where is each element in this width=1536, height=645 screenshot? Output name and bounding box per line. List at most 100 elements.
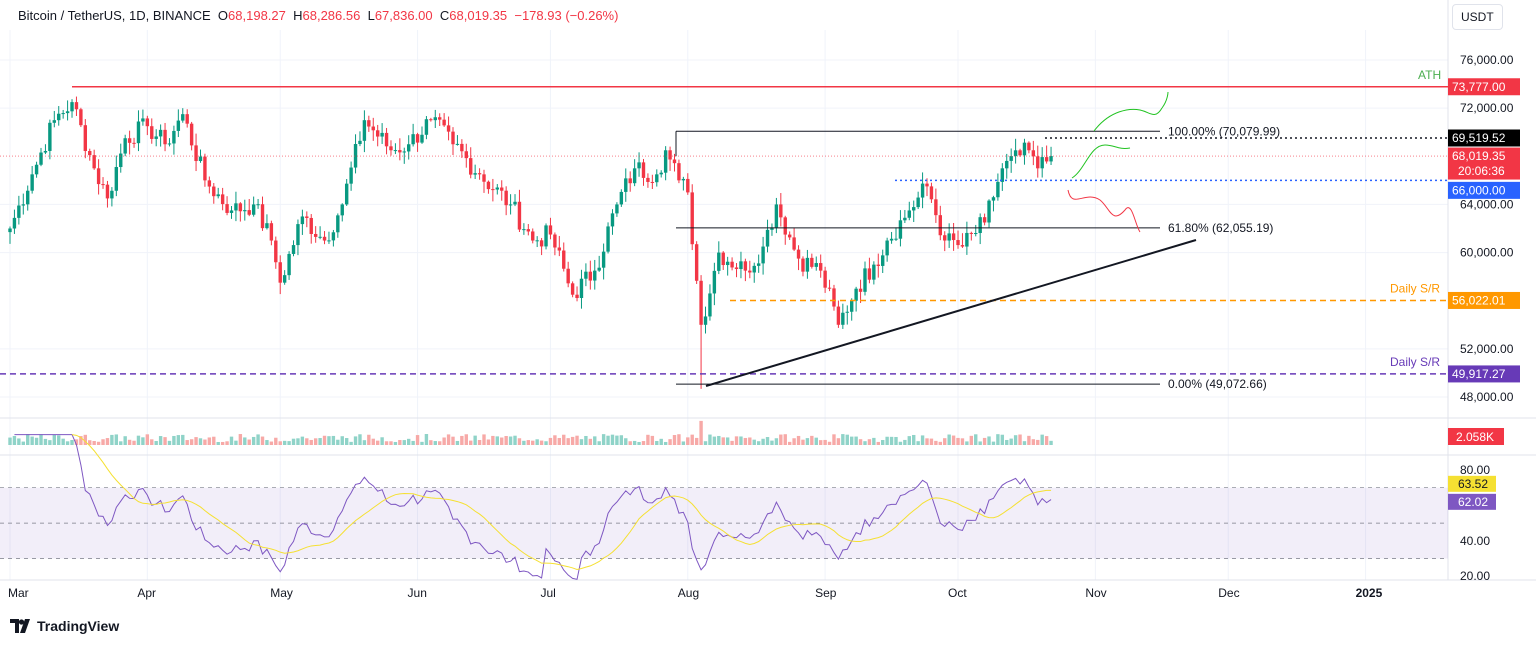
volume-bar: [225, 441, 229, 445]
candle-body: [229, 210, 234, 213]
candle-body: [469, 158, 473, 175]
volume-bar: [61, 438, 65, 445]
volume-bar: [929, 438, 934, 445]
candle-body: [101, 184, 105, 186]
volume-bar: [770, 440, 774, 445]
volume-bar: [8, 437, 12, 445]
candle-body: [70, 102, 74, 112]
candle-body: [353, 144, 358, 168]
volume-bar: [774, 438, 779, 445]
candle-body: [876, 264, 880, 266]
volume-bar: [362, 440, 367, 445]
time-tick: Jul: [540, 586, 555, 600]
trendline: [705, 239, 1197, 387]
open-label: O: [217, 8, 229, 23]
volume-bar: [703, 441, 708, 445]
candle-body: [79, 109, 83, 126]
candle-body: [703, 316, 708, 325]
candle-body: [615, 204, 619, 214]
candle-body: [415, 134, 420, 143]
volume-bar: [415, 435, 420, 445]
time-tick: Nov: [1085, 586, 1106, 600]
fib-label: 61.80% (62,055.19): [1168, 221, 1273, 235]
volume-bar: [473, 435, 477, 445]
volume-bar: [677, 434, 681, 445]
volume-bar: [176, 435, 181, 445]
volume-bar: [220, 441, 225, 445]
volume-bar: [500, 437, 504, 445]
candle-body: [632, 168, 637, 184]
low-label: L: [367, 8, 375, 23]
time-tick: Aug: [678, 586, 699, 600]
candle-body: [158, 129, 163, 137]
volume-bar: [526, 440, 531, 445]
candle-body: [779, 204, 783, 218]
candle-body: [916, 197, 920, 208]
volume-bar: [212, 436, 216, 445]
volume-bar: [814, 437, 818, 445]
volume-bar: [407, 438, 411, 445]
volume-bar: [867, 439, 872, 445]
candle-body: [624, 178, 628, 192]
candle-body: [818, 263, 823, 271]
candle-body: [278, 262, 282, 283]
volume-bar: [438, 441, 442, 445]
volume-bar: [1009, 438, 1013, 445]
low-value: 67,836.00: [374, 8, 433, 23]
candle-body: [903, 217, 907, 221]
volume-bar: [721, 437, 725, 445]
time-tick: Dec: [1218, 586, 1239, 600]
volume-bar: [907, 436, 911, 445]
volume-bar: [132, 440, 136, 445]
volume-bar: [344, 438, 349, 445]
volume-bar: [881, 440, 885, 445]
volume-bar: [65, 441, 70, 445]
volume-bar: [358, 434, 362, 445]
volume-bar: [1040, 434, 1044, 445]
volume-bar: [167, 440, 172, 445]
candle-body: [814, 263, 818, 267]
volume-bar: [974, 434, 978, 445]
volume-bar: [296, 438, 300, 445]
volume-bar: [756, 441, 761, 445]
candle-body: [810, 257, 814, 267]
countdown-label: 20:06:36: [1458, 164, 1505, 178]
candle-body: [282, 275, 287, 283]
brand-name: TradingView: [37, 618, 120, 634]
price-tag-label: 68,019.35: [1452, 149, 1506, 163]
volume-bar: [420, 441, 424, 445]
candle-body: [274, 240, 278, 263]
volume-bar: [934, 440, 938, 445]
volume-bar: [925, 438, 929, 445]
candle-body: [690, 192, 694, 245]
candle-body: [296, 224, 300, 246]
volume-bar: [978, 441, 982, 445]
volume-bar: [172, 435, 176, 445]
candle-body: [712, 270, 717, 294]
candle-body: [570, 283, 575, 295]
candle-body: [601, 251, 606, 268]
candle-body: [455, 143, 460, 145]
candle-body: [770, 227, 774, 230]
volume-bar: [947, 434, 951, 445]
volume-bar: [469, 440, 473, 445]
candle-body: [761, 246, 765, 264]
candle-body: [863, 268, 867, 292]
volume-bar: [460, 435, 464, 445]
price-tag-label: 73,777.00: [1452, 80, 1506, 94]
volume-bar: [779, 434, 783, 445]
volume-bar: [234, 440, 238, 445]
candle-body: [269, 223, 274, 241]
currency-button[interactable]: USDT: [1452, 4, 1503, 30]
candle-body: [544, 225, 548, 247]
volume-bar: [841, 434, 845, 445]
price-tick: 64,000.00: [1460, 197, 1514, 211]
candle-body: [384, 132, 389, 147]
tradingview-logo[interactable]: TradingView: [10, 618, 119, 634]
candle-body: [349, 167, 353, 184]
volume-bar: [650, 435, 655, 445]
candle-body: [176, 120, 181, 131]
volume-bar: [158, 436, 163, 445]
candle-body: [1005, 160, 1009, 169]
